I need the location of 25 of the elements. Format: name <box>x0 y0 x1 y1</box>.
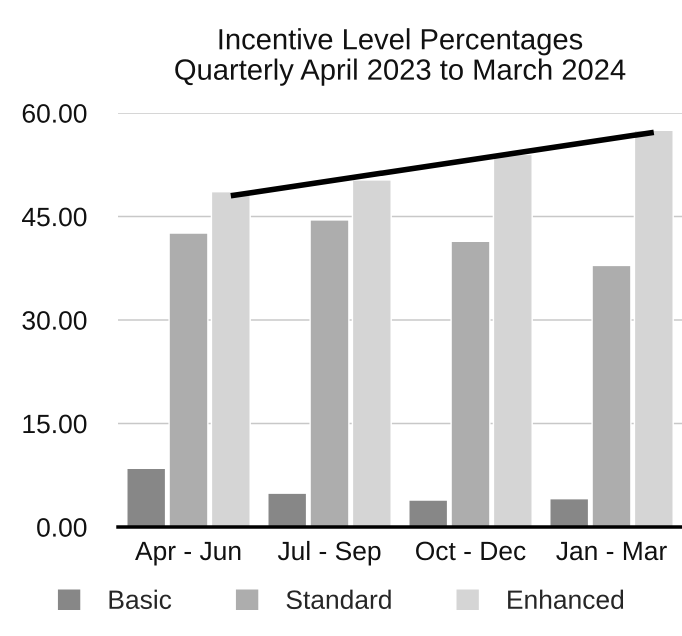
bar <box>267 492 308 527</box>
x-tick-label: Jul - Sep <box>278 540 380 566</box>
bar <box>634 130 674 527</box>
legend-label: Enhanced <box>508 590 624 610</box>
y-tick-label: 45.00 <box>22 208 86 226</box>
chart-title: Incentive Level Percentages Quarterly April 2023 to March 2024 <box>175 28 626 86</box>
bar <box>450 240 491 527</box>
bar <box>210 190 251 527</box>
bar <box>126 468 166 527</box>
y-tick-label: 0.00 <box>37 518 86 537</box>
bar <box>549 498 590 527</box>
legend-label: Standard <box>286 590 391 610</box>
bar <box>492 154 533 527</box>
bar <box>591 264 632 527</box>
y-tick-label: 30.00 <box>22 311 86 330</box>
x-tick-label: Apr - Jun <box>135 542 240 566</box>
bar <box>352 179 392 527</box>
x-tick-label: Jan - Mar <box>556 542 667 560</box>
legend-label: Basic <box>110 590 172 610</box>
bar <box>408 499 448 527</box>
y-tick-label: 60.00 <box>22 104 86 123</box>
bar <box>309 219 350 527</box>
x-tick-label: Oct - Dec <box>416 542 526 560</box>
bar <box>168 232 209 527</box>
y-tick-label: 15.00 <box>23 414 86 434</box>
